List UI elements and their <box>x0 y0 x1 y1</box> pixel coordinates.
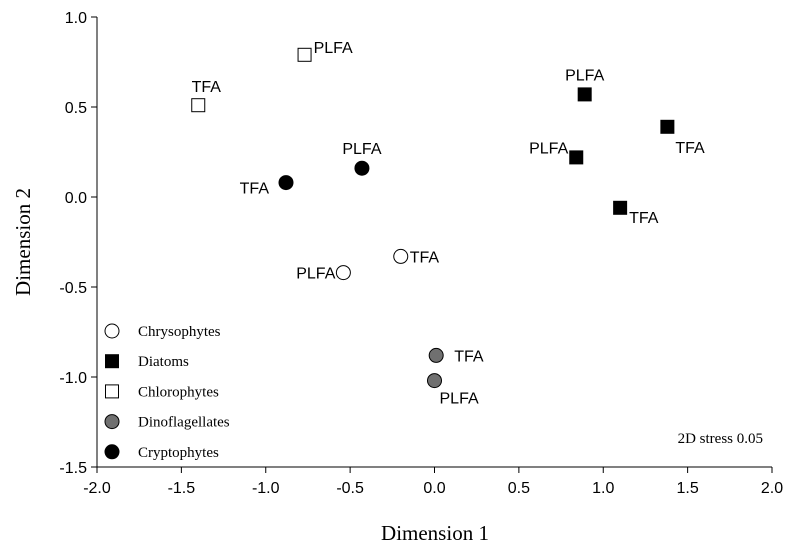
y-tick-label: 0.0 <box>65 190 87 207</box>
legend-marker <box>105 354 119 369</box>
point-label: TFA <box>192 79 222 96</box>
y-tick-label: -1.5 <box>59 460 87 477</box>
legend-marker <box>105 384 119 399</box>
marker <box>613 200 628 215</box>
point-label: TFA <box>410 249 440 266</box>
marker <box>297 47 312 62</box>
point-label: PLFA <box>565 67 604 84</box>
x-tick-label: 1.0 <box>592 480 614 497</box>
legend-label: Cryptophytes <box>138 445 219 461</box>
legend-marker <box>104 444 120 460</box>
legend-label: Diatoms <box>138 354 189 370</box>
marker <box>393 248 409 264</box>
legend-marker <box>104 414 120 430</box>
marker <box>335 265 351 281</box>
x-tick-label: 2.0 <box>761 480 783 497</box>
marker <box>428 347 444 363</box>
point-label: TFA <box>629 210 659 227</box>
marker <box>569 150 584 165</box>
marker <box>191 98 206 113</box>
legend-label: Chrysophytes <box>138 324 221 340</box>
legend-marker <box>104 323 120 339</box>
point-label: PLFA <box>529 140 568 157</box>
y-tick-label: 1.0 <box>65 10 87 27</box>
point-label: PLFA <box>296 266 335 283</box>
legend-label: Chlorophytes <box>138 384 219 400</box>
marker <box>577 87 592 102</box>
point-label: TFA <box>240 181 270 198</box>
y-tick-label: 0.5 <box>65 100 87 117</box>
x-tick-label: -2.0 <box>83 480 111 497</box>
point-label: TFA <box>454 348 484 365</box>
x-axis-title: Dimension 1 <box>381 521 489 545</box>
y-tick-label: -1.0 <box>59 370 87 387</box>
marker <box>427 373 442 389</box>
x-tick-label: 0.5 <box>508 480 530 497</box>
legend-label: Dinoflagellates <box>138 415 230 431</box>
x-tick-label: -1.0 <box>252 480 280 497</box>
point-label: PLFA <box>342 141 381 158</box>
point-label: PLFA <box>314 40 353 57</box>
x-tick-label: -1.5 <box>168 480 196 497</box>
annotation: 2D stress 0.05 <box>678 431 763 447</box>
marker <box>354 160 370 176</box>
x-tick-label: 1.5 <box>677 480 699 497</box>
y-tick-label: -0.5 <box>59 280 87 297</box>
marker <box>278 175 294 191</box>
marker <box>660 119 675 134</box>
y-axis-title: Dimension 2 <box>11 188 35 296</box>
x-tick-label: 0.0 <box>423 480 445 497</box>
point-label: TFA <box>675 140 705 157</box>
point-label: PLFA <box>440 391 479 408</box>
x-tick-label: -0.5 <box>336 480 364 497</box>
